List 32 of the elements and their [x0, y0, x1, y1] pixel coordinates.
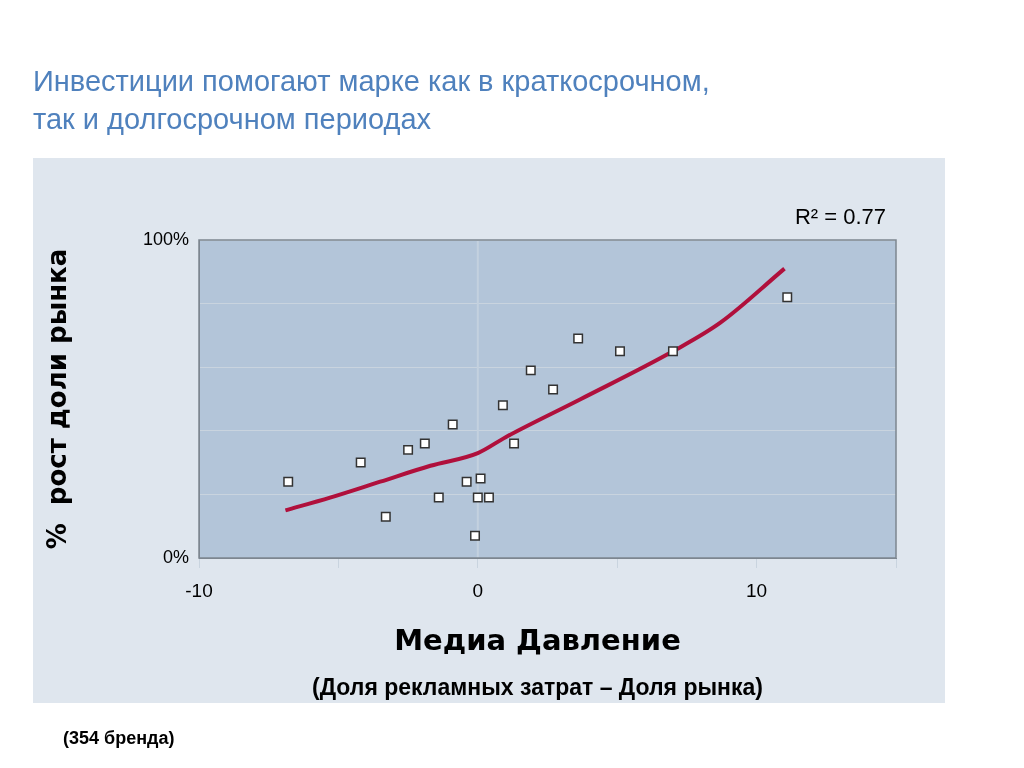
point — [283, 476, 294, 487]
point — [475, 473, 486, 484]
point — [380, 511, 391, 522]
y-tick-label: 100% — [142, 228, 189, 249]
point — [447, 419, 458, 430]
point — [470, 530, 481, 541]
point — [667, 346, 678, 357]
y-tick-label: 0% — [162, 546, 189, 567]
point — [509, 438, 520, 449]
x-tick-label: -10 — [185, 579, 213, 601]
line-series — [283, 266, 787, 513]
point — [483, 492, 494, 503]
x-tick-label: 0 — [472, 579, 484, 601]
point — [497, 400, 508, 411]
point — [548, 384, 559, 395]
point — [573, 333, 584, 344]
chart-title: Инвестиции помогают марке как в краткосрочном, так и долгосрочном периодах — [33, 64, 710, 137]
point — [403, 444, 414, 455]
point — [615, 346, 625, 357]
point — [472, 492, 483, 503]
point — [419, 438, 430, 449]
point — [355, 457, 366, 468]
text: R² = 0.77 — [794, 204, 886, 229]
x-tick-label: 10 — [746, 579, 768, 601]
x-axis-title: Медиа Давление — [394, 623, 681, 657]
text: (354 бренда) — [63, 728, 175, 748]
point — [525, 365, 536, 376]
text: (Доля рекламных затрат – Доля рынка) — [312, 674, 763, 700]
y-axis-title: % рост доли рынка — [42, 248, 73, 550]
point — [461, 476, 472, 487]
point — [433, 492, 444, 503]
point — [782, 292, 793, 303]
